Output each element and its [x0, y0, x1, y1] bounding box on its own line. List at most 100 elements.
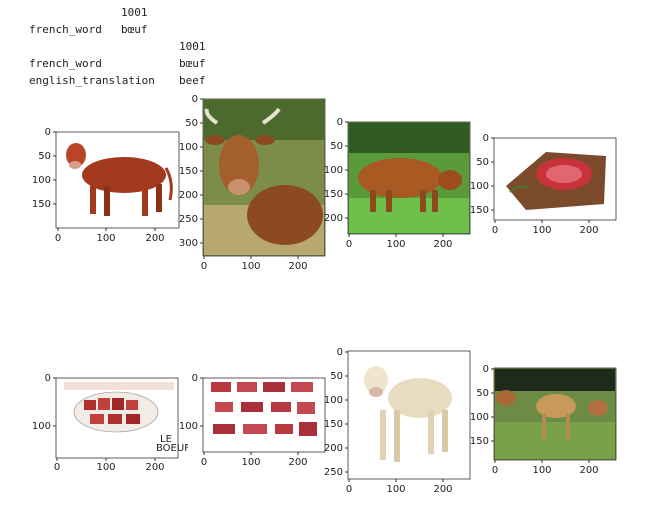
x-axis-ticks: 0 100 200: [492, 220, 599, 236]
x-tick-label: 200: [145, 462, 164, 470]
x-axis-ticks: 0 100 200: [201, 452, 308, 468]
df2-row1-label: french_word: [29, 57, 102, 70]
y-tick-label: 250: [324, 467, 343, 478]
x-tick-label: 100: [96, 233, 115, 244]
image-panel-4: 0 100 200 0 50 100 150: [470, 134, 617, 236]
y-tick-label: 0: [337, 118, 343, 128]
y-tick-label: 50: [330, 371, 343, 382]
y-tick-label: 0: [483, 134, 489, 144]
image-panel-1: 0 100 200 0 50 100 150: [32, 127, 180, 244]
y-tick-label: 100: [179, 142, 198, 153]
y-tick-label: 150: [32, 199, 51, 210]
x-tick-label: 0: [201, 261, 207, 272]
x-tick-label: 0: [346, 484, 352, 495]
y-tick-label: 150: [470, 205, 489, 216]
y-axis-ticks: 0 50 100 150 200 250 300: [179, 95, 203, 249]
y-tick-label: 250: [179, 214, 198, 225]
diagram-caption: BOEUF: [156, 443, 188, 454]
bull-photo: [349, 123, 469, 233]
x-tick-label: 200: [288, 457, 307, 468]
x-tick-label: 100: [532, 465, 551, 476]
df1-index: 1001: [121, 6, 148, 19]
steak-photo: [506, 152, 606, 210]
y-tick-label: 100: [470, 412, 489, 423]
y-tick-label: 0: [192, 373, 198, 384]
x-axis-ticks: 0 100 200: [492, 460, 599, 476]
x-tick-label: 0: [201, 457, 207, 468]
image-panel-8: 0 100 200 0 50 100 150: [470, 364, 617, 476]
y-tick-label: 0: [192, 95, 198, 105]
y-tick-label: 200: [179, 190, 198, 201]
y-tick-label: 50: [476, 388, 489, 399]
y-tick-label: 0: [45, 127, 51, 138]
y-axis-ticks: 0 50 100 150: [470, 134, 494, 216]
y-tick-label: 100: [32, 421, 51, 432]
y-tick-label: 0: [45, 373, 51, 384]
x-tick-label: 100: [241, 457, 260, 468]
df2-index: 1001: [179, 40, 206, 53]
y-tick-label: 50: [476, 157, 489, 168]
image-panel-3: 0 100 200 0 50 100 150 200: [324, 118, 471, 250]
y-tick-label: 100: [324, 395, 343, 406]
x-tick-label: 100: [386, 239, 405, 250]
image-panel-5: LE BOEUF 0 100 200 0 100: [32, 373, 188, 470]
y-tick-label: 50: [38, 151, 51, 162]
x-tick-label: 200: [288, 261, 307, 272]
y-tick-label: 100: [179, 421, 198, 432]
y-tick-label: 200: [324, 213, 343, 224]
df2-row1-value: bœuf: [179, 57, 206, 70]
x-tick-label: 0: [55, 233, 61, 244]
y-axis-ticks: 0 50 100 150: [32, 127, 56, 210]
cow-photo: [364, 366, 452, 462]
x-tick-label: 100: [532, 225, 551, 236]
cows-photo: [495, 369, 615, 459]
y-tick-label: 300: [179, 238, 198, 249]
y-tick-label: 0: [337, 347, 343, 358]
df2-row2-label: english_translation: [29, 74, 155, 87]
x-tick-label: 100: [241, 261, 260, 272]
cuts-chart: [211, 382, 317, 436]
x-axis-ticks: 0 100 200: [55, 228, 165, 244]
y-axis-ticks: 0 100: [179, 373, 203, 432]
y-tick-label: 100: [324, 165, 343, 176]
y-tick-label: 100: [32, 175, 51, 186]
diagram-caption: LE: [160, 434, 172, 445]
image-panel-7: 0 100 200 0 50 100 150 200 250: [324, 347, 471, 495]
cuts-diagram: LE BOEUF: [64, 382, 188, 454]
y-tick-label: 150: [179, 166, 198, 177]
y-axis-ticks: 0 50 100 150 200 250: [324, 347, 348, 478]
y-tick-label: 200: [324, 443, 343, 454]
y-tick-label: 50: [185, 118, 198, 129]
cow-illustration: [66, 143, 173, 216]
y-tick-label: 150: [470, 436, 489, 447]
y-axis-ticks: 0 50 100 150 200: [324, 118, 348, 224]
df1-row-label: french_word: [29, 23, 102, 36]
x-tick-label: 100: [96, 462, 115, 470]
x-axis-ticks: 0 100 200: [346, 234, 453, 250]
y-tick-label: 0: [483, 364, 489, 375]
y-axis-ticks: 0 50 100 150: [470, 364, 494, 447]
x-tick-label: 0: [492, 225, 498, 236]
y-tick-label: 50: [330, 141, 343, 152]
cow-photo: [204, 100, 324, 255]
x-axis-ticks: 0 100 200: [346, 479, 453, 495]
x-tick-label: 0: [492, 465, 498, 476]
x-tick-label: 0: [54, 462, 60, 470]
x-tick-label: 100: [386, 484, 405, 495]
x-axis-ticks: 0 100 200: [54, 458, 165, 470]
x-tick-label: 200: [145, 233, 164, 244]
x-tick-label: 200: [433, 239, 452, 250]
df1-row-value: bœuf: [121, 23, 148, 36]
x-tick-label: 200: [579, 225, 598, 236]
y-tick-label: 150: [324, 189, 343, 200]
y-tick-label: 150: [324, 419, 343, 430]
x-tick-label: 200: [433, 484, 452, 495]
y-axis-ticks: 0 100: [32, 373, 56, 432]
image-panel-6: 0 100 200 0 100: [179, 373, 326, 468]
df2-row2-value: beef: [179, 74, 206, 87]
image-panel-2: 0 100 200 0 50 100 150 200 250 300: [179, 95, 326, 272]
x-axis-ticks: 0 100 200: [201, 256, 308, 272]
x-tick-label: 0: [346, 239, 352, 250]
y-tick-label: 100: [470, 181, 489, 192]
x-tick-label: 200: [579, 465, 598, 476]
